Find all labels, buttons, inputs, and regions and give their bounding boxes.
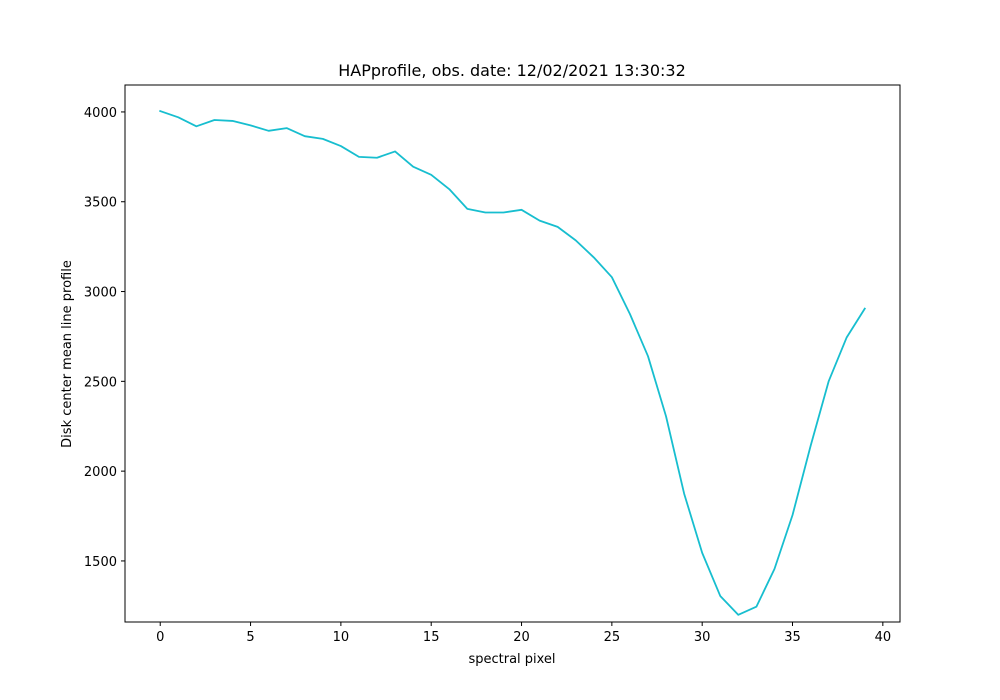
y-tick-label: 1500 [84, 555, 117, 570]
plot-area: 0 5 10 15 20 25 30 35 40 1500 2000 2500 3000 3500 4000 [84, 84, 901, 645]
y-tick-label: 4000 [84, 106, 117, 121]
y-tick-label: 3000 [84, 286, 117, 301]
y-tick-label: 2500 [84, 375, 117, 390]
x-tick-label: 35 [784, 630, 801, 645]
x-tick-label: 20 [513, 630, 530, 645]
x-tick-label: 25 [604, 630, 621, 645]
axes-frame [124, 84, 901, 623]
y-tick-label: 3500 [84, 196, 117, 211]
y-tick-label: 2000 [84, 465, 117, 480]
x-tick-label: 15 [423, 630, 440, 645]
x-axis-label: spectral pixel [468, 652, 555, 667]
x-tick-label: 40 [875, 630, 892, 645]
x-tick-label: 30 [694, 630, 711, 645]
y-axis-label: Disk center mean line profile [60, 260, 75, 448]
x-tick-label: 0 [156, 630, 164, 645]
series-line-0 [159, 109, 867, 616]
chart-title: HAPprofile, obs. date: 12/02/2021 13:30:… [338, 61, 686, 80]
x-tick-label: 5 [246, 630, 254, 645]
x-tick-label: 10 [333, 630, 350, 645]
